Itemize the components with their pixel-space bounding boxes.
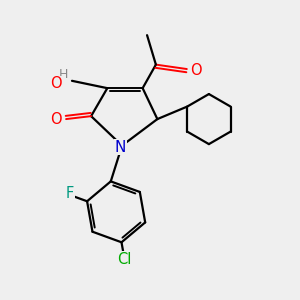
Text: O: O (51, 112, 62, 127)
Text: N: N (115, 140, 126, 154)
Text: O: O (190, 63, 202, 78)
Text: Cl: Cl (117, 252, 131, 267)
Text: F: F (66, 186, 74, 201)
Text: O: O (51, 76, 62, 91)
Text: H: H (58, 68, 68, 81)
